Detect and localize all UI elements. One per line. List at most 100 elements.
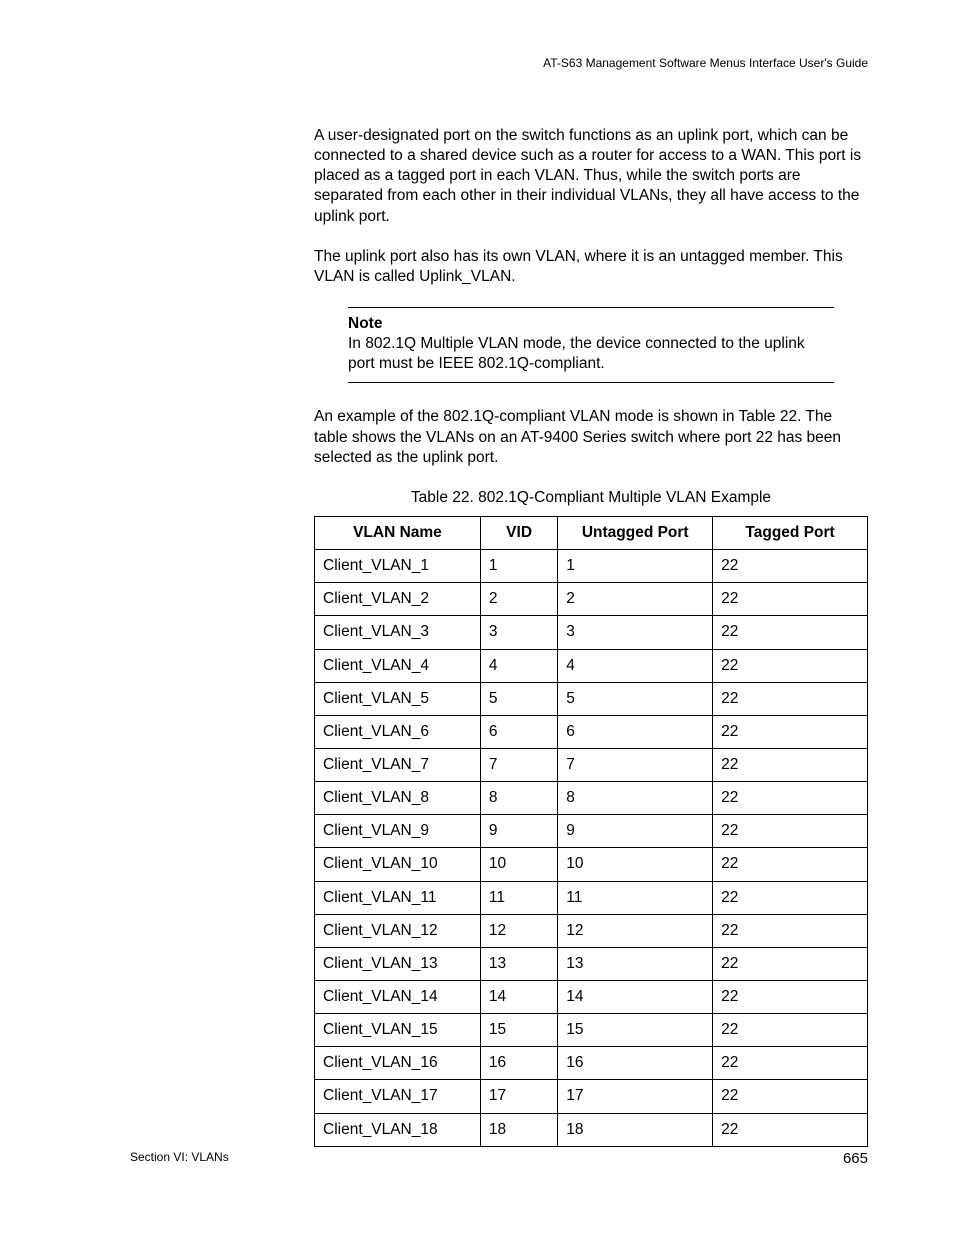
col-header-vid: VID bbox=[480, 516, 557, 549]
table-row: Client_VLAN_99922 bbox=[315, 815, 868, 848]
cell-tagged: 22 bbox=[713, 914, 868, 947]
note-rule-bottom bbox=[348, 382, 834, 383]
cell-tagged: 22 bbox=[713, 616, 868, 649]
cell-tagged: 22 bbox=[713, 815, 868, 848]
paragraph-1: A user-designated port on the switch fun… bbox=[314, 126, 868, 227]
table-row: Client_VLAN_11111122 bbox=[315, 881, 868, 914]
cell-untagged: 15 bbox=[558, 1014, 713, 1047]
cell-tagged: 22 bbox=[713, 682, 868, 715]
table-row: Client_VLAN_14141422 bbox=[315, 980, 868, 1013]
cell-untagged: 14 bbox=[558, 980, 713, 1013]
cell-name: Client_VLAN_2 bbox=[315, 583, 481, 616]
cell-untagged: 18 bbox=[558, 1113, 713, 1146]
cell-tagged: 22 bbox=[713, 715, 868, 748]
cell-vid: 8 bbox=[480, 782, 557, 815]
cell-tagged: 22 bbox=[713, 649, 868, 682]
cell-tagged: 22 bbox=[713, 550, 868, 583]
col-header-name: VLAN Name bbox=[315, 516, 481, 549]
note-block: Note In 802.1Q Multiple VLAN mode, the d… bbox=[348, 307, 834, 383]
cell-vid: 14 bbox=[480, 980, 557, 1013]
cell-name: Client_VLAN_16 bbox=[315, 1047, 481, 1080]
cell-name: Client_VLAN_4 bbox=[315, 649, 481, 682]
cell-untagged: 2 bbox=[558, 583, 713, 616]
cell-tagged: 22 bbox=[713, 748, 868, 781]
cell-tagged: 22 bbox=[713, 848, 868, 881]
cell-name: Client_VLAN_7 bbox=[315, 748, 481, 781]
cell-tagged: 22 bbox=[713, 782, 868, 815]
table-row: Client_VLAN_33322 bbox=[315, 616, 868, 649]
note-body: In 802.1Q Multiple VLAN mode, the device… bbox=[348, 334, 834, 374]
cell-untagged: 3 bbox=[558, 616, 713, 649]
table-row: Client_VLAN_15151522 bbox=[315, 1014, 868, 1047]
cell-name: Client_VLAN_6 bbox=[315, 715, 481, 748]
cell-name: Client_VLAN_5 bbox=[315, 682, 481, 715]
paragraph-3: An example of the 802.1Q-compliant VLAN … bbox=[314, 407, 868, 467]
cell-name: Client_VLAN_13 bbox=[315, 947, 481, 980]
cell-vid: 7 bbox=[480, 748, 557, 781]
cell-name: Client_VLAN_14 bbox=[315, 980, 481, 1013]
table-row: Client_VLAN_11122 bbox=[315, 550, 868, 583]
cell-name: Client_VLAN_18 bbox=[315, 1113, 481, 1146]
cell-vid: 1 bbox=[480, 550, 557, 583]
cell-vid: 2 bbox=[480, 583, 557, 616]
cell-untagged: 5 bbox=[558, 682, 713, 715]
cell-name: Client_VLAN_11 bbox=[315, 881, 481, 914]
page: AT-S63 Management Software Menus Interfa… bbox=[0, 0, 954, 1235]
cell-untagged: 17 bbox=[558, 1080, 713, 1113]
cell-untagged: 12 bbox=[558, 914, 713, 947]
table-row: Client_VLAN_22222 bbox=[315, 583, 868, 616]
cell-untagged: 1 bbox=[558, 550, 713, 583]
cell-vid: 10 bbox=[480, 848, 557, 881]
col-header-untagged: Untagged Port bbox=[558, 516, 713, 549]
cell-tagged: 22 bbox=[713, 1113, 868, 1146]
cell-untagged: 4 bbox=[558, 649, 713, 682]
footer-section: Section VI: VLANs bbox=[130, 1150, 229, 1164]
table-header-row: VLAN Name VID Untagged Port Tagged Port bbox=[315, 516, 868, 549]
cell-untagged: 10 bbox=[558, 848, 713, 881]
cell-untagged: 6 bbox=[558, 715, 713, 748]
cell-name: Client_VLAN_15 bbox=[315, 1014, 481, 1047]
cell-untagged: 11 bbox=[558, 881, 713, 914]
table-row: Client_VLAN_55522 bbox=[315, 682, 868, 715]
cell-name: Client_VLAN_17 bbox=[315, 1080, 481, 1113]
table-row: Client_VLAN_10101022 bbox=[315, 848, 868, 881]
table-row: Client_VLAN_18181822 bbox=[315, 1113, 868, 1146]
cell-name: Client_VLAN_12 bbox=[315, 914, 481, 947]
cell-vid: 12 bbox=[480, 914, 557, 947]
cell-untagged: 7 bbox=[558, 748, 713, 781]
cell-untagged: 9 bbox=[558, 815, 713, 848]
table-body: Client_VLAN_11122 Client_VLAN_22222 Clie… bbox=[315, 550, 868, 1147]
vlan-table: VLAN Name VID Untagged Port Tagged Port … bbox=[314, 516, 868, 1147]
footer-page-number: 665 bbox=[843, 1150, 868, 1167]
paragraph-2: The uplink port also has its own VLAN, w… bbox=[314, 247, 868, 287]
cell-name: Client_VLAN_3 bbox=[315, 616, 481, 649]
cell-vid: 9 bbox=[480, 815, 557, 848]
cell-tagged: 22 bbox=[713, 947, 868, 980]
cell-untagged: 16 bbox=[558, 1047, 713, 1080]
cell-vid: 13 bbox=[480, 947, 557, 980]
table-caption: Table 22. 802.1Q-Compliant Multiple VLAN… bbox=[314, 488, 868, 508]
cell-tagged: 22 bbox=[713, 1014, 868, 1047]
table-row: Client_VLAN_88822 bbox=[315, 782, 868, 815]
note-inner: Note In 802.1Q Multiple VLAN mode, the d… bbox=[348, 308, 834, 382]
cell-vid: 4 bbox=[480, 649, 557, 682]
table-row: Client_VLAN_13131322 bbox=[315, 947, 868, 980]
cell-name: Client_VLAN_1 bbox=[315, 550, 481, 583]
cell-vid: 3 bbox=[480, 616, 557, 649]
cell-vid: 11 bbox=[480, 881, 557, 914]
table-row: Client_VLAN_16161622 bbox=[315, 1047, 868, 1080]
cell-name: Client_VLAN_8 bbox=[315, 782, 481, 815]
cell-untagged: 8 bbox=[558, 782, 713, 815]
cell-tagged: 22 bbox=[713, 583, 868, 616]
table-row: Client_VLAN_44422 bbox=[315, 649, 868, 682]
cell-tagged: 22 bbox=[713, 980, 868, 1013]
cell-vid: 18 bbox=[480, 1113, 557, 1146]
running-header: AT-S63 Management Software Menus Interfa… bbox=[130, 56, 868, 70]
page-footer: Section VI: VLANs 665 bbox=[130, 1150, 868, 1167]
cell-tagged: 22 bbox=[713, 1047, 868, 1080]
table-row: Client_VLAN_66622 bbox=[315, 715, 868, 748]
table-row: Client_VLAN_77722 bbox=[315, 748, 868, 781]
cell-untagged: 13 bbox=[558, 947, 713, 980]
cell-vid: 15 bbox=[480, 1014, 557, 1047]
cell-name: Client_VLAN_9 bbox=[315, 815, 481, 848]
